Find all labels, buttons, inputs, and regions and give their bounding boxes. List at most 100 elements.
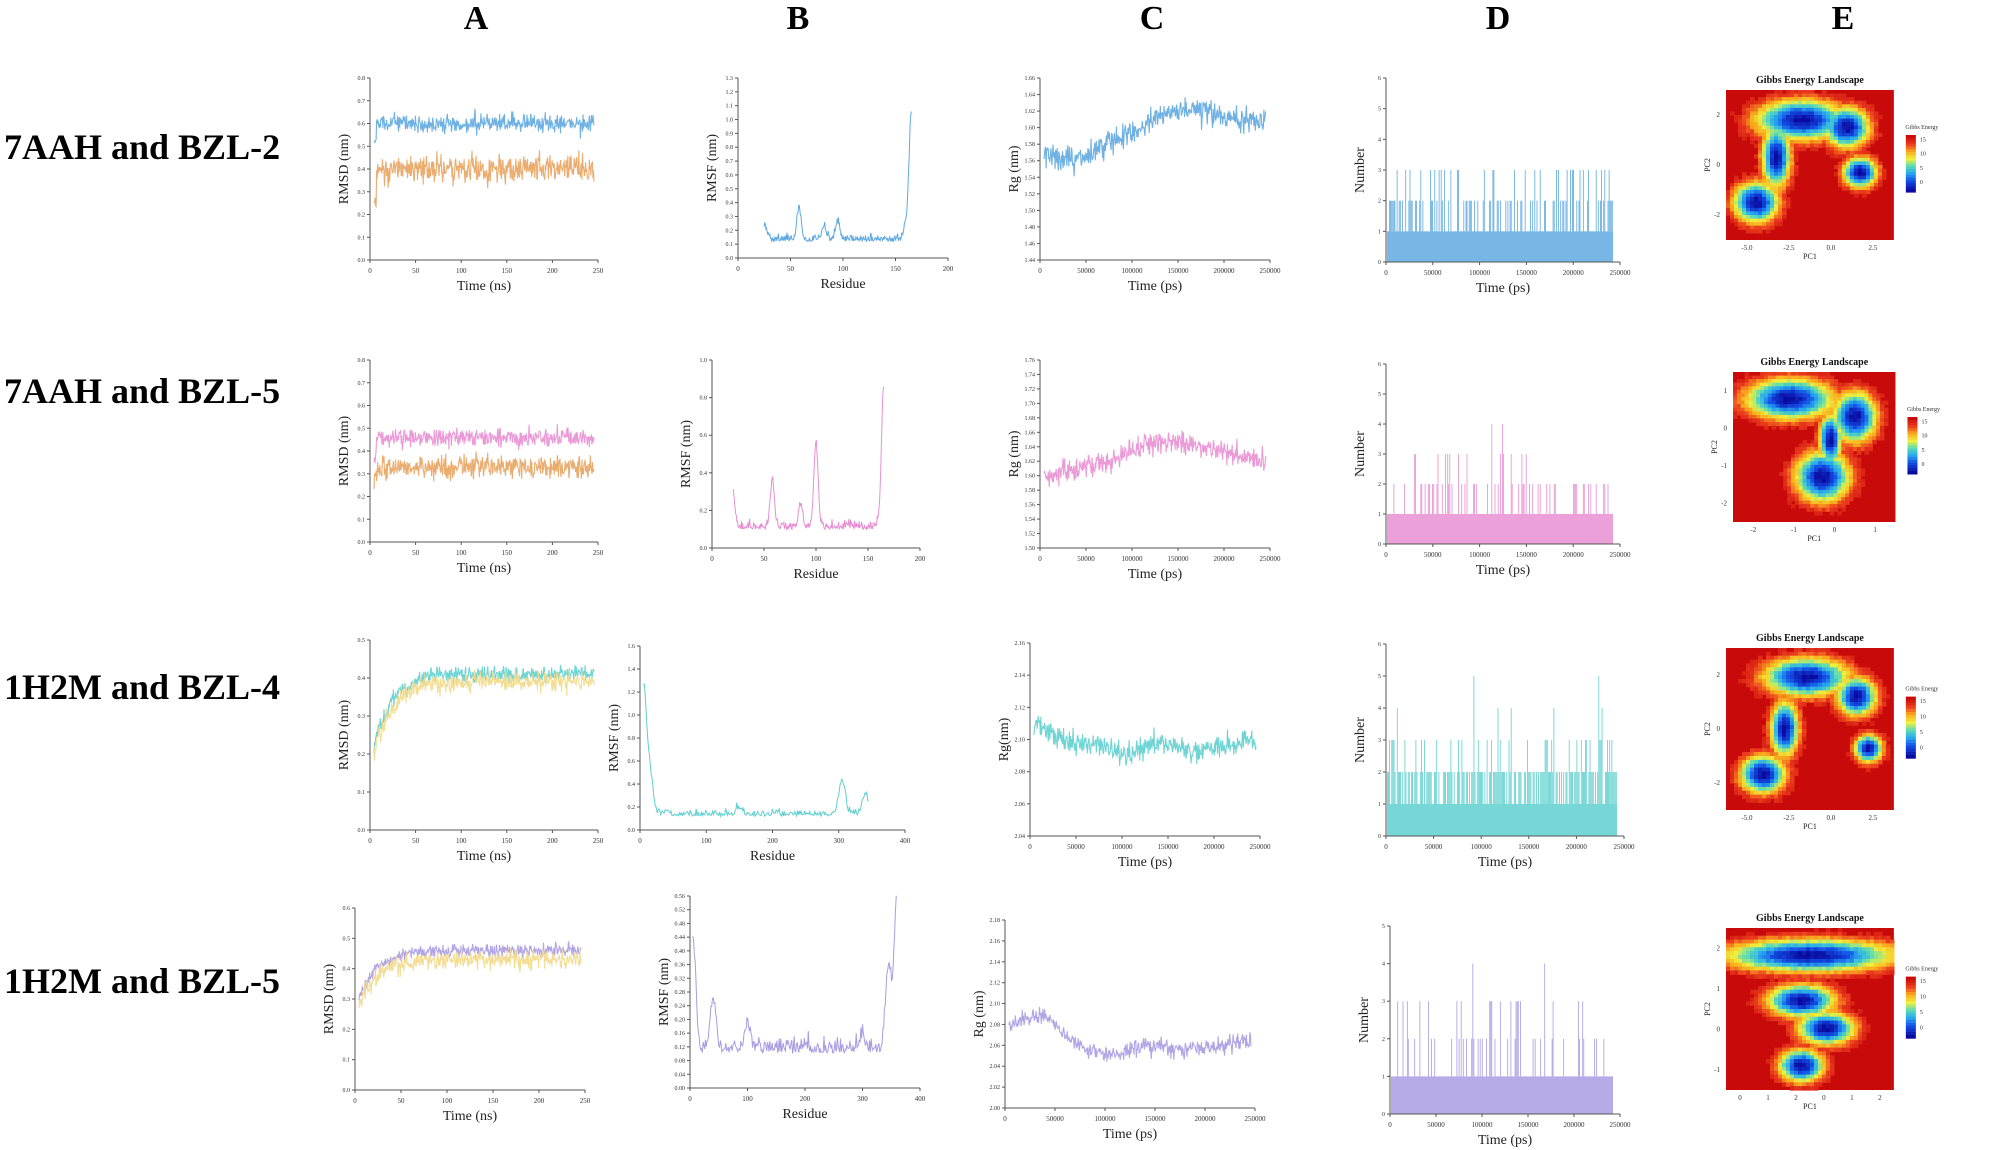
panel-d2-bar [1424, 484, 1426, 514]
panel-e1-cell [1774, 190, 1779, 195]
panel-d3-bar [1463, 772, 1465, 804]
panel-e1-cell [1750, 107, 1755, 113]
panel-e1-cell [1778, 179, 1783, 184]
panel-e2-cell [1814, 386, 1819, 391]
panel-e1-cell [1797, 129, 1803, 134]
panel-e1-cell [1762, 100, 1767, 105]
panel-e4-cell [1817, 974, 1823, 979]
panel-e4-cell [1813, 1074, 1819, 1080]
panel-e1-cell [1853, 118, 1859, 123]
panel-e4-cell [1833, 1032, 1839, 1037]
panel-e4-cell [1789, 931, 1795, 937]
panel-c3-ytick-label: 2.04 [1015, 834, 1026, 840]
panel-b3-xlabel: Residue [750, 849, 795, 864]
panel-e2-cell [1822, 418, 1827, 423]
panel-e1-cell [1805, 115, 1811, 120]
panel-e2-cell [1802, 479, 1808, 484]
panel-e2-cell [1860, 422, 1866, 427]
panel-e3-cell [1821, 698, 1827, 703]
panel-d1-bar [1489, 200, 1490, 232]
panel-e4-cell [1833, 958, 1839, 964]
panel-e1-cell [1762, 97, 1767, 102]
panel-e1-cell [1786, 175, 1791, 180]
panel-e3-cell [1766, 783, 1771, 788]
panel-e4-cell [1857, 974, 1863, 979]
panel-e4-cell [1778, 989, 1783, 995]
panel-e3-cell [1770, 675, 1775, 680]
panel-e4-cell [1841, 931, 1847, 937]
panel-e3-cell [1786, 752, 1791, 757]
panel-e2-cell [1856, 468, 1862, 473]
panel-d3-bar [1607, 740, 1608, 804]
panel-e3-cell [1845, 717, 1851, 722]
panel-e2-cell [1771, 407, 1777, 412]
panel-e4-cell [1821, 931, 1827, 937]
panel-e1-cell [1754, 132, 1759, 138]
panel-e2-cell [1783, 386, 1788, 391]
panel-e2-cell [1814, 397, 1819, 402]
panel-e3-cell [1778, 648, 1783, 653]
panel-e4-cell [1833, 1043, 1839, 1049]
panel-a3-ytick-label: 0.3 [358, 714, 366, 720]
panel-e3-cell [1853, 759, 1859, 765]
panel-d4-bar [1563, 1038, 1565, 1077]
panel-e2-cell [1829, 418, 1835, 423]
panel-e2-cell [1880, 411, 1885, 416]
panel-e1-cell [1774, 218, 1779, 223]
panel-e1-cell [1746, 200, 1751, 205]
panel-e1-cell [1758, 107, 1763, 113]
panel-e2-cell [1829, 504, 1835, 509]
panel-e4-cell [1877, 966, 1883, 972]
panel-e3-cell [1825, 667, 1831, 672]
panel-e3-cell [1873, 744, 1879, 749]
panel-e3-cell [1813, 690, 1819, 695]
panel-e4-cell [1849, 962, 1855, 968]
panel-e4-cell [1813, 935, 1819, 941]
panel-e2-cell [1833, 418, 1839, 423]
panel-e3-cell [1877, 705, 1883, 711]
panel-e2-cell [1822, 457, 1827, 462]
panel-e4-cell [1805, 935, 1811, 941]
panel-e3-cell [1742, 752, 1747, 757]
panel-e4-cell [1801, 943, 1807, 948]
panel-e2-cell [1841, 432, 1846, 437]
panel-e4-cell [1853, 1036, 1859, 1041]
panel-e3-cell [1766, 667, 1771, 672]
panel-e2-cell [1856, 482, 1862, 487]
panel-e1-cell [1770, 200, 1775, 205]
panel-e1-cell [1797, 104, 1803, 109]
panel-e2-cell [1810, 497, 1815, 502]
panel-e2-cell [1787, 468, 1792, 473]
panel-e2-cell [1802, 482, 1808, 487]
panel-e3-cell [1750, 663, 1755, 668]
panel-c4-xtick-label: 100000 [1095, 1115, 1117, 1123]
panel-e2-cell [1852, 439, 1858, 445]
panel-e1-cell [1813, 125, 1819, 130]
panel-e1-cell [1797, 111, 1803, 116]
panel-e2-cell [1883, 418, 1889, 423]
panel-e2-cell [1852, 493, 1858, 498]
panel-e4-cell [1786, 1047, 1791, 1053]
panel-e2-colorbar-step [1907, 445, 1918, 449]
panel-e3-cell [1809, 648, 1815, 653]
panel-e4-cell [1865, 966, 1871, 972]
panel-e1-cell [1801, 100, 1807, 105]
panel-e1-cell [1849, 100, 1855, 105]
panel-d4-ylabel: Number [1357, 997, 1372, 1043]
panel-e2-cell [1841, 479, 1846, 484]
panel-e3-cell [1805, 678, 1811, 684]
panel-e2-cell [1829, 479, 1835, 484]
panel-e2-cell [1837, 511, 1842, 516]
panel-d1-bar [1448, 200, 1450, 232]
panel-e4-cell [1766, 958, 1771, 964]
panel-e2-cell [1783, 407, 1788, 412]
panel-e4-cell [1786, 951, 1791, 956]
panel-e2-cell [1794, 450, 1800, 455]
panel-e2-cell [1779, 422, 1784, 427]
panel-e3-cell [1782, 763, 1787, 769]
panel-e3-cell [1881, 748, 1887, 753]
panel-e2-cell [1783, 414, 1788, 420]
panel-e2-cell [1752, 386, 1757, 391]
panel-d3-bar [1488, 772, 1490, 804]
panel-e1-cell [1738, 204, 1743, 209]
